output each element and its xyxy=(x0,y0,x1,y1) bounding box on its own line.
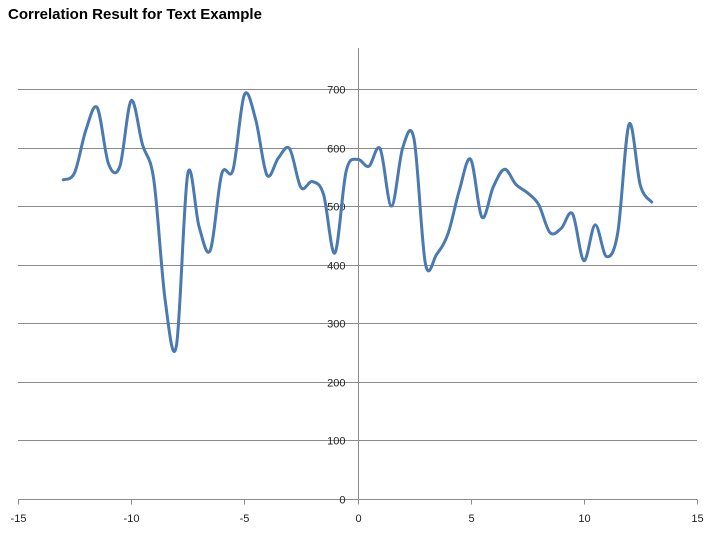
x-tick-label-15: 15 xyxy=(691,513,703,525)
y-tick-label-600: 600 xyxy=(327,144,345,156)
chart-title: Correlation Result for Text Example xyxy=(8,6,262,23)
series-line-0 xyxy=(61,91,654,354)
y-tick-label-400: 400 xyxy=(327,261,345,273)
y-tick-label-700: 700 xyxy=(327,85,345,97)
x-tick-labels: -15 -10 -5 0 5 10 15 xyxy=(11,513,704,525)
y-tick-label-100: 100 xyxy=(327,436,345,448)
x-tick-label--5: -5 xyxy=(240,513,250,525)
x-tick-label--10: -10 xyxy=(124,513,140,525)
x-tick-label--15: -15 xyxy=(11,513,27,525)
x-tick-label-0: 0 xyxy=(355,513,361,525)
x-tick-label-5: 5 xyxy=(468,513,474,525)
y-tick-label-0: 0 xyxy=(339,495,345,507)
y-tick-label-200: 200 xyxy=(327,378,345,390)
axes xyxy=(18,48,698,505)
series-group xyxy=(61,91,654,354)
y-tick-label-300: 300 xyxy=(327,319,345,331)
x-tick-label-10: 10 xyxy=(578,513,590,525)
